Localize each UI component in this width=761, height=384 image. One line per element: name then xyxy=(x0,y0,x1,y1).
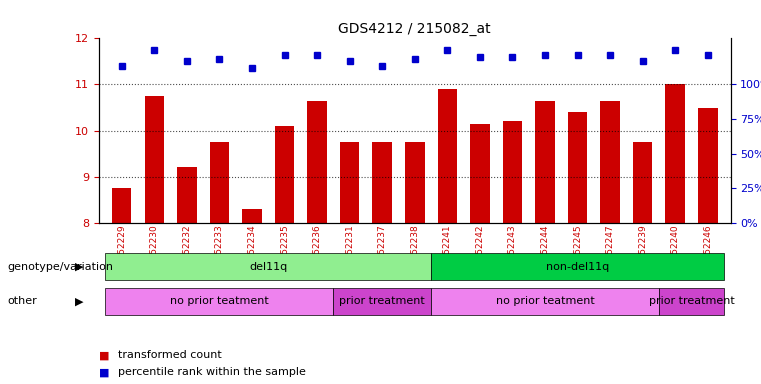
Text: prior treatment: prior treatment xyxy=(648,296,734,306)
Bar xyxy=(405,142,425,223)
Text: ▶: ▶ xyxy=(75,262,84,272)
Text: genotype/variation: genotype/variation xyxy=(8,262,113,272)
Bar xyxy=(698,108,718,223)
Text: no prior teatment: no prior teatment xyxy=(495,296,594,306)
Bar xyxy=(633,142,652,223)
Text: no prior teatment: no prior teatment xyxy=(170,296,269,306)
Bar xyxy=(535,101,555,223)
Bar xyxy=(209,142,229,223)
Text: ■: ■ xyxy=(99,350,110,360)
Bar xyxy=(307,101,326,223)
Bar xyxy=(600,101,620,223)
Text: del11q: del11q xyxy=(249,262,288,272)
Bar xyxy=(438,89,457,223)
Bar xyxy=(372,142,392,223)
Text: percentile rank within the sample: percentile rank within the sample xyxy=(118,367,306,377)
Text: ▶: ▶ xyxy=(75,296,84,306)
Bar xyxy=(177,167,196,223)
Bar xyxy=(568,112,587,223)
Text: non-del11q: non-del11q xyxy=(546,262,609,272)
Bar xyxy=(340,142,359,223)
Bar xyxy=(470,124,489,223)
Text: other: other xyxy=(8,296,37,306)
Bar xyxy=(503,121,522,223)
Bar xyxy=(145,96,164,223)
Title: GDS4212 / 215082_at: GDS4212 / 215082_at xyxy=(339,22,491,36)
Text: ■: ■ xyxy=(99,367,110,377)
Text: transformed count: transformed count xyxy=(118,350,221,360)
Bar xyxy=(665,84,685,223)
Bar xyxy=(275,126,295,223)
Bar xyxy=(242,209,262,223)
Bar xyxy=(112,188,132,223)
Text: prior treatment: prior treatment xyxy=(339,296,425,306)
